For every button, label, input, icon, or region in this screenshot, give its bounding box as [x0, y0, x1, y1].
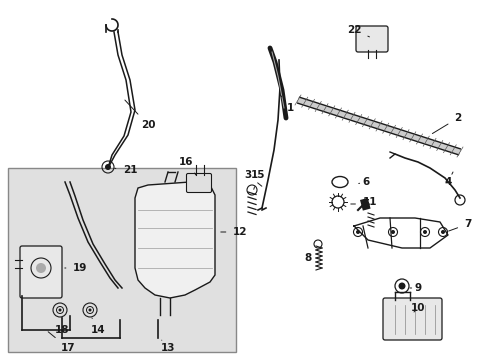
Text: 12: 12	[220, 227, 247, 237]
Polygon shape	[135, 182, 215, 298]
Circle shape	[440, 230, 444, 234]
Circle shape	[36, 263, 46, 273]
Text: 18: 18	[55, 318, 69, 335]
Text: 19: 19	[64, 263, 87, 273]
Bar	[359, 198, 370, 211]
Text: 13: 13	[161, 340, 175, 353]
Text: 3: 3	[244, 170, 261, 186]
Text: 10: 10	[410, 303, 425, 313]
Text: 6: 6	[358, 177, 369, 187]
Text: 17: 17	[48, 332, 75, 353]
Circle shape	[390, 230, 394, 234]
FancyBboxPatch shape	[355, 26, 387, 52]
FancyBboxPatch shape	[382, 298, 441, 340]
Circle shape	[88, 309, 91, 311]
Circle shape	[59, 309, 61, 311]
Bar	[8, 168, 236, 352]
Circle shape	[105, 164, 111, 170]
Text: 8: 8	[304, 253, 319, 263]
Circle shape	[398, 283, 405, 289]
Text: 5: 5	[350, 199, 369, 209]
Text: 22: 22	[346, 25, 369, 37]
Text: 21: 21	[115, 165, 137, 175]
Text: 15: 15	[250, 170, 264, 189]
Circle shape	[422, 230, 426, 234]
Text: 11: 11	[362, 197, 376, 207]
Text: 1: 1	[279, 94, 293, 113]
Text: 2: 2	[431, 113, 461, 134]
Text: 9: 9	[409, 283, 421, 293]
FancyBboxPatch shape	[20, 246, 62, 298]
Text: 14: 14	[90, 318, 105, 335]
FancyBboxPatch shape	[186, 174, 211, 193]
Circle shape	[355, 230, 359, 234]
Text: 20: 20	[124, 100, 155, 130]
Text: 7: 7	[447, 219, 471, 231]
Text: 4: 4	[444, 172, 452, 187]
Text: 16: 16	[179, 157, 196, 175]
